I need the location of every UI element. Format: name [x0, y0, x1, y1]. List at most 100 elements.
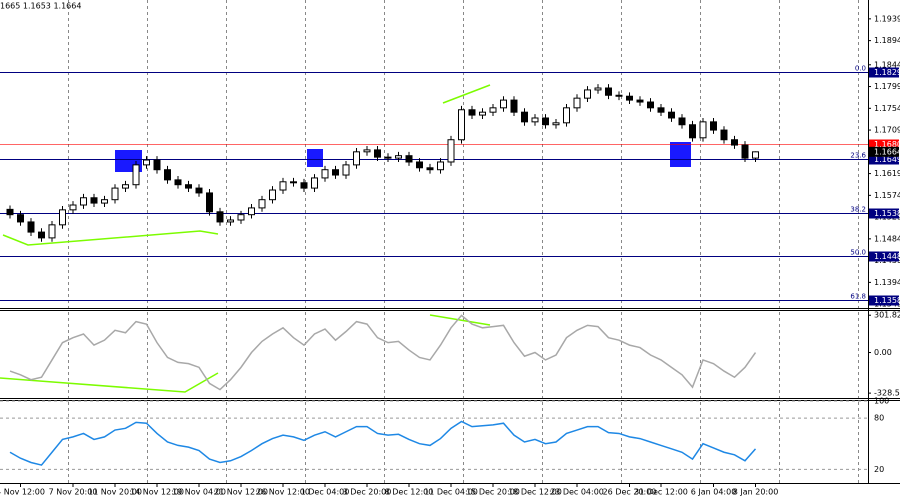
candle-body: [17, 214, 24, 223]
x-tick-label: 11 Dec 04:00: [424, 488, 478, 497]
candle-body: [227, 219, 234, 223]
candle-body: [752, 151, 759, 159]
level-label: 1.1649: [874, 155, 900, 164]
x-tick-label: 8 Dec 12:00: [385, 488, 434, 497]
level-label-box: [869, 295, 899, 306]
y-tick-label: 1.1574: [874, 191, 900, 200]
fib-label: 0.0: [855, 65, 866, 73]
candle-body: [741, 144, 749, 159]
candle-body: [300, 182, 308, 189]
x-tick-label: 31 Dec 12:00: [634, 488, 688, 497]
x-tick-label: 21 Nov 12:00: [214, 488, 268, 497]
candle-body: [269, 189, 276, 201]
candle-body: [552, 122, 560, 126]
candle-body: [90, 197, 98, 204]
candle-body: [647, 101, 654, 109]
candle-body: [584, 89, 591, 99]
x-tick-label: 4 Nov 12:00: [0, 488, 45, 497]
last-price-box: [869, 146, 899, 157]
y-tick-label: 100: [874, 397, 889, 406]
x-tick-label: 26 Nov 12:00: [256, 488, 310, 497]
candle-body: [437, 161, 444, 171]
candle-body: [185, 184, 192, 189]
panel-frames: [0, 0, 900, 484]
candle-body: [38, 231, 45, 239]
x-tick-label: 15 Dec 20:00: [466, 488, 520, 497]
level-label-box: [869, 139, 899, 150]
candle-body: [710, 121, 717, 131]
candle-body: [216, 211, 224, 223]
candle-body: [479, 111, 486, 116]
fib-label: 50.0: [850, 249, 866, 257]
y-tick-label: 20: [874, 465, 884, 474]
y-tick-label: 1.1619: [874, 169, 900, 178]
candle-body: [447, 139, 455, 163]
candle-body: [510, 99, 518, 113]
x-tick-label: 3 Dec 20:00: [343, 488, 392, 497]
level-label-box: [869, 208, 899, 219]
level-label-box: [869, 67, 899, 78]
y-tick-label: 80: [874, 414, 884, 423]
level-label-box: [869, 251, 899, 262]
candle-body: [48, 224, 56, 239]
candle-body: [237, 214, 245, 221]
candle-body: [332, 169, 339, 176]
candle-body: [605, 87, 612, 96]
indicator-line: [9, 314, 757, 391]
y-tick-label: 1.1484: [874, 234, 900, 243]
candle-body: [164, 169, 171, 181]
candle-body: [69, 204, 77, 211]
candle-body: [531, 117, 539, 123]
last-price-label: 1.1664: [874, 147, 900, 156]
candle-body: [689, 124, 696, 139]
candle-body: [195, 187, 203, 194]
candle-body: [458, 109, 465, 141]
y-tick-label: 0.00: [874, 348, 892, 357]
indicator-line: [9, 420, 757, 466]
candle-body: [59, 209, 66, 226]
candle-body: [27, 221, 35, 233]
candle-body: [563, 107, 570, 124]
candle-body: [594, 87, 602, 91]
divergence-line: [2, 230, 219, 246]
candle-body: [573, 97, 581, 109]
fib-label: 23.6: [850, 152, 866, 160]
x-tick-label: 23 Dec 04:00: [550, 488, 604, 497]
price-header: 1665 1.1653 1.1664: [0, 2, 81, 11]
candle-body: [405, 155, 413, 163]
candle-body: [258, 199, 266, 209]
candle-body: [311, 177, 318, 189]
candle-body: [426, 167, 434, 171]
candle-body: [395, 155, 402, 159]
candle-body: [626, 95, 633, 101]
candle-body: [101, 199, 108, 204]
x-tick-label: 26 Dec 20:00: [603, 488, 657, 497]
x-tick-label: 14 Nov 12:00: [130, 488, 184, 497]
candle-body: [678, 117, 686, 126]
candle-body: [668, 111, 675, 119]
candle-body: [153, 159, 161, 171]
candle-body: [290, 181, 297, 184]
candle-body: [542, 117, 549, 126]
candle-body: [720, 129, 728, 141]
candle-body: [657, 107, 665, 113]
candle-body: [615, 94, 623, 97]
candle-body: [174, 179, 182, 186]
x-tick-label: 7 Nov 20:00: [49, 488, 98, 497]
candle-body: [468, 109, 476, 116]
y-tick-label: 1.1754: [874, 104, 900, 113]
candle-body: [489, 107, 497, 113]
candle-body: [122, 184, 129, 189]
y-tick-label: -328.551: [874, 389, 900, 398]
x-tick-label: 1 Dec 04:00: [301, 488, 350, 497]
candle-body: [321, 169, 329, 179]
candle-body: [636, 99, 644, 103]
candle-body: [731, 139, 738, 146]
y-tick-label: 1.1394: [874, 278, 900, 287]
y-tick-label: 1.1939: [874, 14, 900, 23]
fib-label: 61.8: [850, 293, 866, 301]
candle-body: [132, 164, 140, 186]
zone-box: [670, 142, 691, 167]
candle-body: [384, 156, 392, 159]
